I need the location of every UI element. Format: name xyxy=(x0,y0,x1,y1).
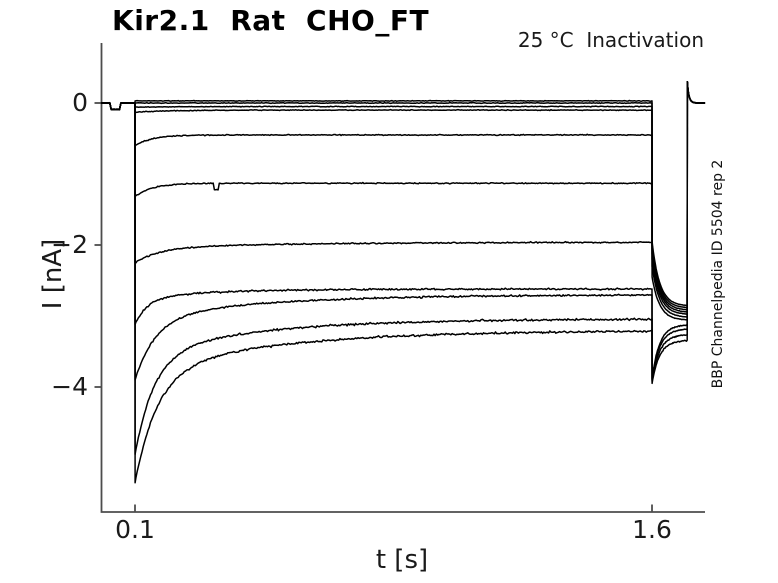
current-trace-sweep-04 xyxy=(100,80,706,314)
current-trace-sweep-09 xyxy=(100,80,706,381)
x-tick-label: 1.6 xyxy=(632,515,672,544)
current-trace-sweep-08 xyxy=(100,80,706,380)
current-trace-sweep-06 xyxy=(100,80,706,319)
watermark-label: BBP Channelpedia ID 5504 rep 2 xyxy=(710,159,726,389)
x-axis-label: t [s] xyxy=(375,545,429,575)
current-trace-sweep-03 xyxy=(100,80,706,312)
y-tick-label: −4 xyxy=(51,372,88,401)
y-tick-label: −2 xyxy=(51,230,88,259)
current-trace-sweep-01 xyxy=(100,80,706,307)
axis-spines xyxy=(100,43,705,513)
current-trace-sweep-11 xyxy=(100,80,706,484)
current-trace-sweep-07 xyxy=(100,80,706,322)
current-trace-sweep-02 xyxy=(100,80,706,309)
current-trace-sweep-10 xyxy=(100,80,706,456)
chart-title: Kir2.1 Rat CHO_FT xyxy=(112,4,430,37)
condition-label: 25 °C Inactivation xyxy=(517,28,704,52)
x-tick-label: 0.1 xyxy=(115,515,155,544)
current-trace-sweep-05 xyxy=(100,80,706,316)
y-tick-label: 0 xyxy=(72,88,88,117)
